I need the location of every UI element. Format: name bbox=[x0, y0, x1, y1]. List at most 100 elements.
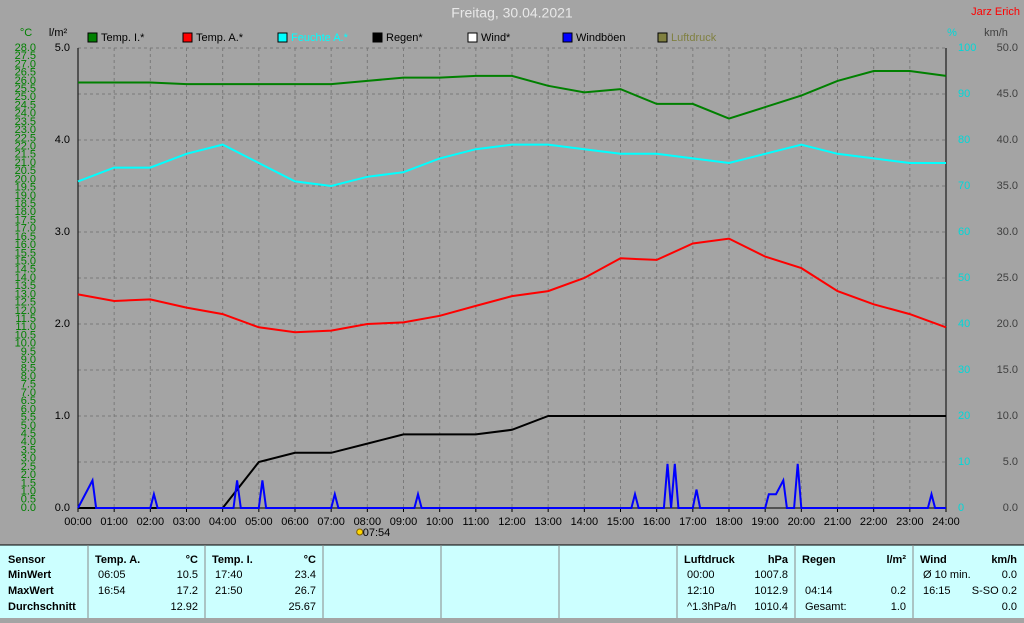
legend-label: Wind* bbox=[481, 32, 511, 44]
table-background bbox=[0, 545, 1024, 618]
table-row-label: Sensor bbox=[8, 554, 46, 566]
y-tick-label: 12.0 bbox=[15, 305, 36, 317]
table-cell: 16:15 bbox=[923, 585, 951, 597]
table-cell: 04:14 bbox=[805, 585, 833, 597]
table-cell: 06:05 bbox=[98, 569, 126, 581]
y-tick-label: 3.5 bbox=[21, 444, 36, 456]
series-line bbox=[77, 237, 947, 334]
x-tick-label: 16:00 bbox=[643, 516, 671, 528]
table-cell: 12.92 bbox=[170, 601, 198, 613]
y-tick-label: 2.0 bbox=[21, 469, 36, 481]
x-tick-label: 03:00 bbox=[173, 516, 201, 528]
y-tick-label: 9.0 bbox=[21, 354, 36, 366]
y-tick-label: 22.0 bbox=[15, 140, 36, 152]
x-tick-label: 12:00 bbox=[498, 516, 526, 528]
x-tick-label: 01:00 bbox=[100, 516, 128, 528]
table-cell: S-SO 0.2 bbox=[972, 585, 1017, 597]
legend-swatch bbox=[277, 32, 288, 43]
y-tick-label: 20.0 bbox=[997, 318, 1018, 330]
table-cell: 16:54 bbox=[98, 585, 126, 597]
y-tick-label: 50.0 bbox=[997, 42, 1018, 54]
y-tick-label: 12.5 bbox=[15, 297, 36, 309]
x-tick-label: 15:00 bbox=[607, 516, 635, 528]
y-tick-label: 5.0 bbox=[55, 42, 70, 54]
x-tick-label: 20:00 bbox=[788, 516, 816, 528]
legend-label: Temp. A.* bbox=[196, 32, 244, 44]
y-tick-label: 2.0 bbox=[55, 318, 70, 330]
y-tick-label: 1.5 bbox=[21, 477, 36, 489]
y-tick-label: 26.5 bbox=[15, 67, 36, 79]
x-tick-label: 19:00 bbox=[751, 516, 779, 528]
y-tick-label: 4.0 bbox=[21, 436, 36, 448]
table-cell: 0.0 bbox=[1002, 569, 1017, 581]
y-tick-label: 5.5 bbox=[21, 412, 36, 424]
y-tick-label: 8.5 bbox=[21, 362, 36, 374]
y-tick-label: 50 bbox=[958, 272, 970, 284]
y-tick-label: 80 bbox=[958, 134, 970, 146]
y-tick-label: 4.5 bbox=[21, 428, 36, 440]
y-tick-label: 18.5 bbox=[15, 198, 36, 210]
y-tick-label: 10.0 bbox=[997, 410, 1018, 422]
y-tick-label: 20 bbox=[958, 410, 970, 422]
y-tick-label: 14.0 bbox=[15, 272, 36, 284]
y-tick-label: 25.0 bbox=[997, 272, 1018, 284]
x-tick-label: 21:00 bbox=[824, 516, 852, 528]
y-tick-label: 7.0 bbox=[21, 387, 36, 399]
table-cell: 0.0 bbox=[1002, 601, 1017, 613]
y-tick-label: 0.0 bbox=[21, 502, 36, 514]
x-tick-label: 18:00 bbox=[715, 516, 743, 528]
y-tick-label: 16.5 bbox=[15, 231, 36, 243]
y-tick-label: 0.0 bbox=[1003, 502, 1018, 514]
axis-unit: °C bbox=[20, 27, 32, 39]
y-tick-label: 27.0 bbox=[15, 58, 36, 70]
y-tick-label: 5.0 bbox=[1003, 456, 1018, 468]
y-tick-label: 14.5 bbox=[15, 264, 36, 276]
table-cell: 26.7 bbox=[295, 585, 316, 597]
table-head: Wind bbox=[920, 554, 947, 566]
y-tick-label: 15.5 bbox=[15, 247, 36, 259]
table-cell: 17.2 bbox=[177, 585, 198, 597]
y-tick-label: 100 bbox=[958, 42, 976, 54]
y-tick-label: 3.0 bbox=[55, 226, 70, 238]
y-tick-label: 25.0 bbox=[15, 91, 36, 103]
legend-swatch bbox=[562, 32, 573, 43]
table-cell: 0.2 bbox=[891, 585, 906, 597]
y-tick-label: 21.5 bbox=[15, 149, 36, 161]
y-tick-label: 90 bbox=[958, 88, 970, 100]
table-head: Temp. A. bbox=[95, 554, 140, 566]
y-tick-label: 23.0 bbox=[15, 124, 36, 136]
table-cell: 1007.8 bbox=[754, 569, 788, 581]
y-tick-label: 11.0 bbox=[15, 321, 36, 333]
x-tick-label: 04:00 bbox=[209, 516, 237, 528]
table-cell: 10.5 bbox=[177, 569, 198, 581]
y-tick-label: 0 bbox=[958, 502, 964, 514]
author: Jarz Erich bbox=[971, 6, 1020, 18]
x-tick-label: 22:00 bbox=[860, 516, 888, 528]
table-unit: l/m² bbox=[886, 554, 906, 566]
legend-swatch bbox=[467, 32, 478, 43]
y-tick-label: 9.5 bbox=[21, 346, 36, 358]
table-cell: 21:50 bbox=[215, 585, 243, 597]
y-tick-label: 15.0 bbox=[15, 255, 36, 267]
y-tick-label: 19.0 bbox=[15, 190, 36, 202]
y-tick-label: 30.0 bbox=[997, 226, 1018, 238]
series-line bbox=[77, 143, 946, 188]
table-unit: km/h bbox=[991, 554, 1017, 566]
y-tick-label: 11.5 bbox=[15, 313, 36, 325]
y-tick-label: 3.0 bbox=[21, 453, 36, 465]
y-tick-label: 22.5 bbox=[15, 132, 36, 144]
y-tick-label: 24.0 bbox=[15, 108, 36, 120]
x-tick-label: 00:00 bbox=[64, 516, 92, 528]
x-tick-label: 07:00 bbox=[317, 516, 345, 528]
sun-marker bbox=[356, 528, 364, 536]
y-tick-label: 25.5 bbox=[15, 83, 36, 95]
axis-unit: % bbox=[947, 27, 957, 39]
y-tick-label: 40 bbox=[958, 318, 970, 330]
table-cell: Ø 10 min. bbox=[923, 569, 971, 581]
x-tick-label: 10:00 bbox=[426, 516, 454, 528]
legend-label: Feuchte A.* bbox=[291, 32, 349, 44]
y-tick-label: 7.5 bbox=[21, 379, 36, 391]
axis-unit: l/m² bbox=[49, 27, 68, 39]
y-tick-label: 70 bbox=[958, 180, 970, 192]
